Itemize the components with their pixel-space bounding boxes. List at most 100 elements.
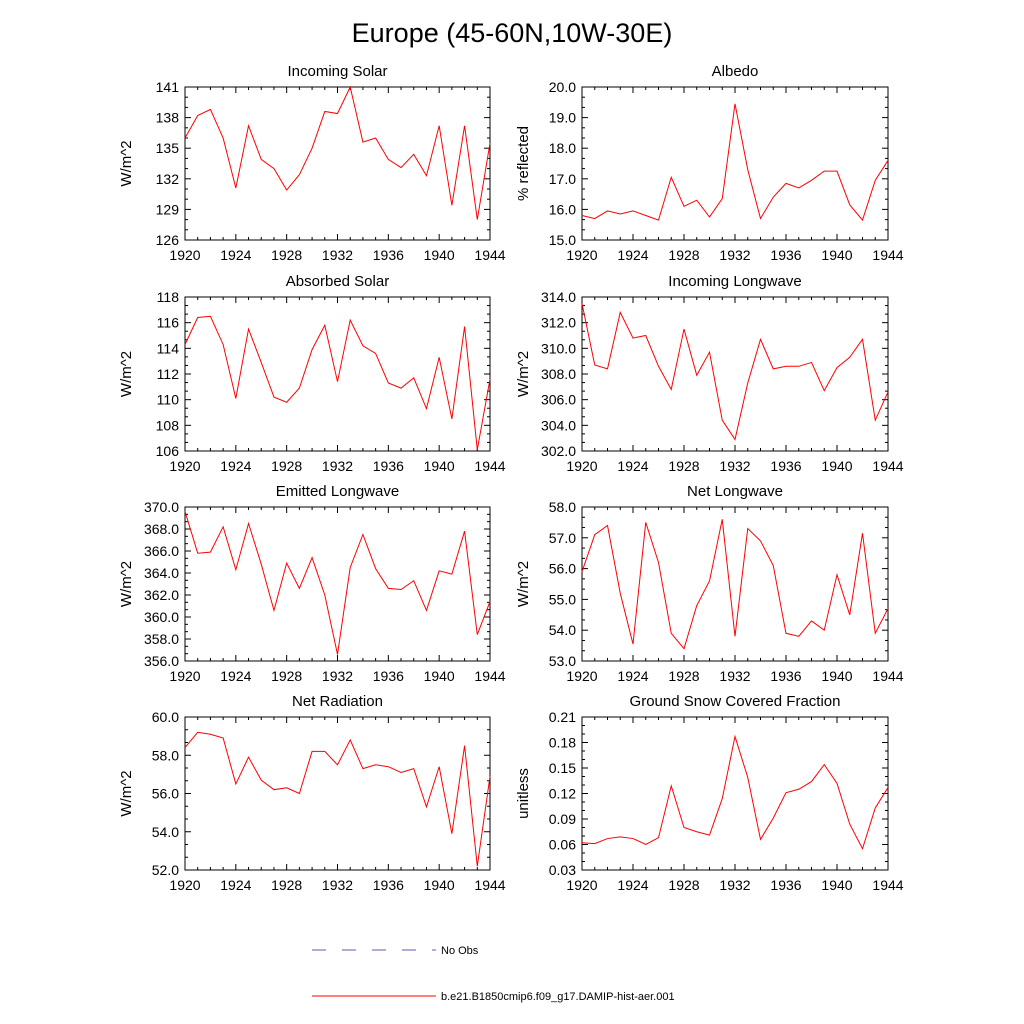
x-tick-label: 1920 [169,458,200,474]
y-axis-label: W/m^2 [118,140,135,186]
y-tick-label: 0.03 [549,862,576,878]
y-axis-label: W/m^2 [118,561,135,607]
x-tick-label: 1936 [373,668,404,684]
x-tick-label: 1936 [373,458,404,474]
plot-frame [581,86,889,241]
y-tick-label: 52.0 [152,862,179,878]
y-tick-label: 16.0 [549,201,576,217]
panel-title: Net Radiation [292,693,383,710]
figure-title: Europe (45-60N,10W-30E) [352,18,673,48]
x-tick-label: 1928 [668,668,699,684]
x-tick-label: 1940 [821,247,852,263]
y-axis-label: W/m^2 [118,770,135,816]
y-axis-label: % reflected [515,126,532,201]
y-tick-label: 106 [156,443,180,459]
y-tick-label: 360.0 [144,609,179,625]
y-tick-label: 112 [157,366,180,382]
x-tick-label: 1944 [872,877,903,893]
legend-obs-label: No Obs [441,945,479,957]
y-tick-label: 58.0 [152,747,179,763]
legend: No Obs b.e21.B1850cmip6.f09_g17.DAMIP-hi… [312,945,675,1003]
y-axis-label: W/m^2 [515,561,532,607]
x-tick-label: 1940 [424,247,455,263]
x-tick-label: 1936 [373,247,404,263]
x-tick-label: 1928 [668,877,699,893]
x-tick-label: 1932 [322,668,353,684]
y-tick-label: 17.0 [549,171,576,187]
x-tick-label: 1924 [220,877,251,893]
x-tick-label: 1944 [872,458,903,474]
y-tick-label: 114 [157,340,180,356]
plot-frame [581,506,889,662]
x-tick-label: 1940 [424,877,455,893]
y-tick-label: 54.0 [549,622,576,638]
y-axis-label: unitless [515,768,532,819]
x-tick-label: 1944 [474,668,505,684]
series-line [184,511,491,655]
y-tick-label: 129 [156,201,180,217]
plot-frame [581,296,889,452]
series-line [581,519,889,650]
y-tick-label: 312.0 [541,315,576,331]
x-tick-label: 1944 [474,877,505,893]
panel: Incoming Longwave 1920 1924 1928 1932 1936 194… [515,273,904,474]
panel: Ground Snow Covered Fraction 1920 1924 1928… [515,693,904,893]
panel: Net Radiation 1920 1924 1928 1932 1936 1940 194… [118,693,506,893]
x-tick-label: 1940 [821,458,852,474]
y-tick-label: 304.0 [541,417,576,433]
x-tick-label: 1924 [617,668,648,684]
panel: Net Longwave 1920 1924 1928 1932 1936 1940 1944… [515,483,904,684]
x-tick-label: 1932 [719,668,750,684]
x-tick-label: 1928 [271,877,302,893]
x-tick-label: 1932 [719,877,750,893]
plot-frame [184,506,491,662]
x-tick-label: 1932 [322,247,353,263]
x-tick-label: 1932 [322,877,353,893]
x-tick-label: 1932 [322,458,353,474]
y-tick-label: 132 [156,171,180,187]
y-tick-label: 0.09 [549,811,576,827]
y-tick-label: 0.06 [549,837,576,853]
y-tick-label: 19.0 [549,110,576,126]
panel-title: Ground Snow Covered Fraction [630,693,841,710]
x-tick-label: 1936 [770,668,801,684]
x-tick-label: 1944 [474,458,505,474]
y-tick-label: 118 [157,289,180,305]
x-tick-label: 1924 [617,877,648,893]
x-tick-label: 1920 [566,458,597,474]
x-tick-label: 1928 [271,668,302,684]
y-tick-label: 306.0 [541,392,576,408]
y-tick-label: 0.21 [549,709,576,725]
panel-title: Emitted Longwave [276,483,399,500]
x-tick-label: 1924 [220,458,251,474]
x-tick-label: 1932 [719,247,750,263]
y-tick-label: 0.12 [549,786,576,802]
y-axis-label: W/m^2 [118,351,135,397]
y-tick-label: 358.0 [144,631,179,647]
y-tick-label: 116 [157,315,180,331]
panels: Incoming Solar 1920 1924 1928 1932 1936 1940 19… [118,63,904,893]
x-tick-label: 1936 [770,458,801,474]
x-tick-label: 1924 [617,247,648,263]
x-tick-label: 1920 [169,668,200,684]
x-tick-label: 1928 [271,247,302,263]
x-tick-label: 1920 [566,877,597,893]
plot-frame [184,296,491,452]
y-tick-label: 126 [156,232,180,248]
y-tick-label: 56.0 [152,786,179,802]
x-tick-label: 1936 [770,247,801,263]
x-tick-label: 1928 [668,247,699,263]
x-tick-label: 1920 [169,247,200,263]
x-tick-label: 1920 [566,247,597,263]
x-tick-label: 1920 [169,877,200,893]
y-axis-label: W/m^2 [515,351,532,397]
panel: Incoming Solar 1920 1924 1928 1932 1936 1940 19… [118,63,506,263]
series-line [581,103,889,222]
y-tick-label: 56.0 [549,561,576,577]
y-tick-label: 141 [156,79,180,95]
series-line [184,731,491,867]
x-tick-label: 1940 [424,668,455,684]
plot-frame [581,716,889,871]
panel-title: Albedo [712,63,759,80]
y-tick-label: 60.0 [152,709,179,725]
